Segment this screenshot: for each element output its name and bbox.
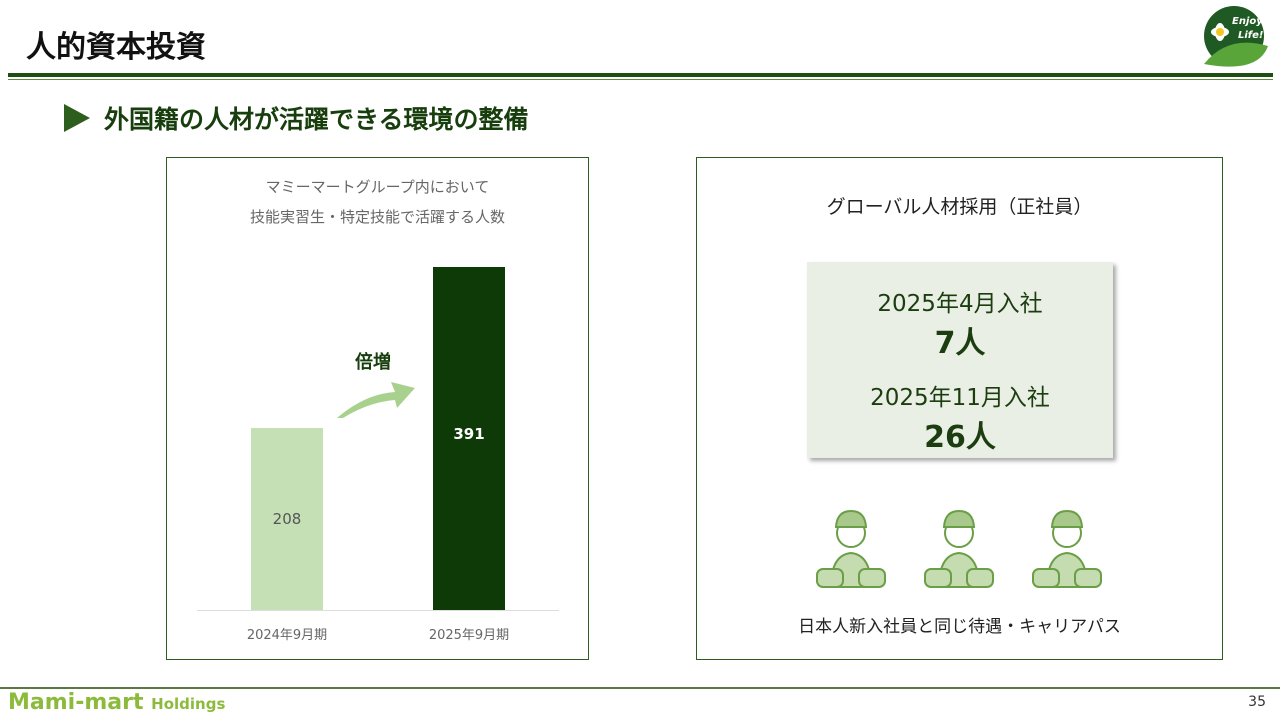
enjoy-life-logo: Enjoy Life!	[1204, 6, 1268, 67]
chart-panel: マミーマートグループ内において 技能実習生・特定技能で活躍する人数 208 391…	[166, 157, 589, 660]
recruitment-heading: グローバル人材採用（正社員）	[826, 196, 1093, 218]
header-rule	[8, 73, 1273, 77]
section-heading: 外国籍の人材が活躍できる環境の整備	[64, 100, 529, 136]
x-axis	[197, 610, 559, 611]
page-number: 35	[1248, 694, 1266, 710]
worker-with-vegetables-icon	[816, 509, 886, 588]
stat-label: 2025年4月入社	[877, 291, 1043, 317]
page-title: 人的資本投資	[26, 30, 206, 65]
chart-title-line1: マミーマートグループ内において	[265, 178, 490, 196]
growth-arrow-icon	[337, 382, 415, 418]
x-tick-label: 2024年9月期	[246, 628, 328, 643]
data-label: 208	[272, 509, 302, 528]
recruitment-caption: 日本人新入社員と同じ待遇・キャリアパス	[798, 617, 1121, 637]
stat-label: 2025年11月入社	[870, 385, 1050, 411]
stats-box: 2025年4月入社 7人 2025年11月入社 26人	[807, 262, 1113, 458]
stat-value: 26人	[924, 420, 996, 455]
x-tick-label: 2025年9月期	[428, 628, 510, 643]
triangle-bullet-icon	[64, 104, 90, 132]
worker-with-produce-icon	[924, 509, 994, 588]
svg-text:Enjoy: Enjoy	[1232, 16, 1263, 27]
footer-rule	[0, 687, 1280, 689]
bar: 208	[251, 427, 323, 610]
recruitment-panel: グローバル人材採用（正社員） 2025年4月入社 7人 2025年11月入社 2…	[696, 157, 1223, 660]
annotation-label: 倍増	[355, 352, 391, 373]
svg-text:Life!: Life!	[1238, 30, 1264, 41]
brand-logo: Mami-mart Holdings	[8, 690, 226, 715]
bar: 391	[433, 267, 505, 610]
header-rule-thin	[8, 79, 1273, 80]
section-title: 外国籍の人材が活躍できる環境の整備	[104, 105, 529, 134]
data-label: 391	[453, 424, 485, 443]
stat-value: 7人	[934, 326, 986, 361]
cashier-worker-icon	[1032, 509, 1102, 588]
chart-title-line2: 技能実習生・特定技能で活躍する人数	[249, 208, 505, 226]
